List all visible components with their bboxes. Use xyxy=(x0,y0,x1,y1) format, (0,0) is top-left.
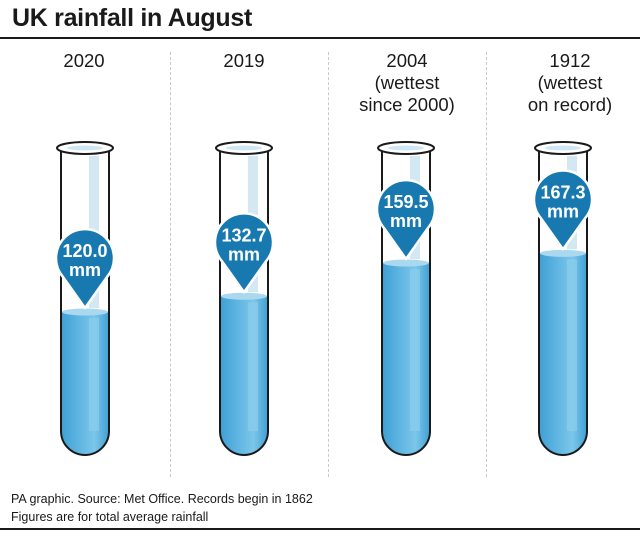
column-label-2004: 2004 (wettest since 2000) xyxy=(332,50,482,116)
water-highlight xyxy=(410,269,420,431)
tube-rim-inner xyxy=(226,145,262,151)
column-label-2020: 2020 xyxy=(9,50,159,72)
value-label: 167.3 xyxy=(540,182,585,202)
column-label-line: 2019 xyxy=(223,50,265,71)
test-tube xyxy=(538,148,588,456)
tube-rim-inner xyxy=(67,145,103,151)
column-divider xyxy=(328,52,329,477)
footer-rule xyxy=(0,528,640,530)
value-label: 120.0 xyxy=(62,241,107,261)
water-highlight xyxy=(248,302,258,431)
water-surface xyxy=(540,249,586,257)
water-fill xyxy=(382,263,430,455)
footer-note: PA graphic. Source: Met Office. Records … xyxy=(11,490,313,526)
unit-label: mm xyxy=(390,211,422,231)
value-label: 132.7 xyxy=(221,225,266,245)
column-divider xyxy=(170,52,171,477)
water-highlight xyxy=(567,259,577,431)
column-label-1912: 1912 (wettest on record) xyxy=(495,50,640,116)
water-surface xyxy=(221,292,267,300)
column-label-2019: 2019 xyxy=(169,50,319,72)
page-title: UK rainfall in August xyxy=(12,4,253,32)
tube-rim-inner xyxy=(388,145,424,151)
footer-source: PA graphic. Source: Met Office. Records … xyxy=(11,492,313,506)
water-surface xyxy=(383,259,429,267)
footer-caption: Figures are for total average rainfall xyxy=(11,510,209,524)
value-pin xyxy=(213,212,275,294)
value-pin xyxy=(375,178,437,261)
water-fill xyxy=(61,312,109,455)
value-label: 159.5 xyxy=(383,192,428,212)
title-rule xyxy=(0,37,640,39)
unit-label: mm xyxy=(69,260,101,280)
test-tube xyxy=(219,148,269,456)
unit-label: mm xyxy=(228,244,260,264)
value-pin xyxy=(54,227,116,310)
column-label-line: (wettest xyxy=(374,72,440,93)
water-fill xyxy=(220,296,268,455)
column-label-line: on record) xyxy=(527,94,613,115)
test-tube xyxy=(60,148,110,456)
water-surface xyxy=(62,308,108,316)
value-pin xyxy=(532,169,594,251)
column-divider xyxy=(486,52,487,477)
column-label-line: 2020 xyxy=(63,50,105,71)
column-label-line: since 2000) xyxy=(359,94,455,115)
column-label-line: (wettest xyxy=(537,72,603,93)
column-label-line: 2004 xyxy=(386,50,428,71)
test-tube xyxy=(381,148,431,456)
column-label-line: 1912 xyxy=(549,50,591,71)
water-highlight xyxy=(89,318,99,431)
water-fill xyxy=(539,253,587,455)
tube-rim-inner xyxy=(545,145,581,151)
unit-label: mm xyxy=(547,201,579,221)
